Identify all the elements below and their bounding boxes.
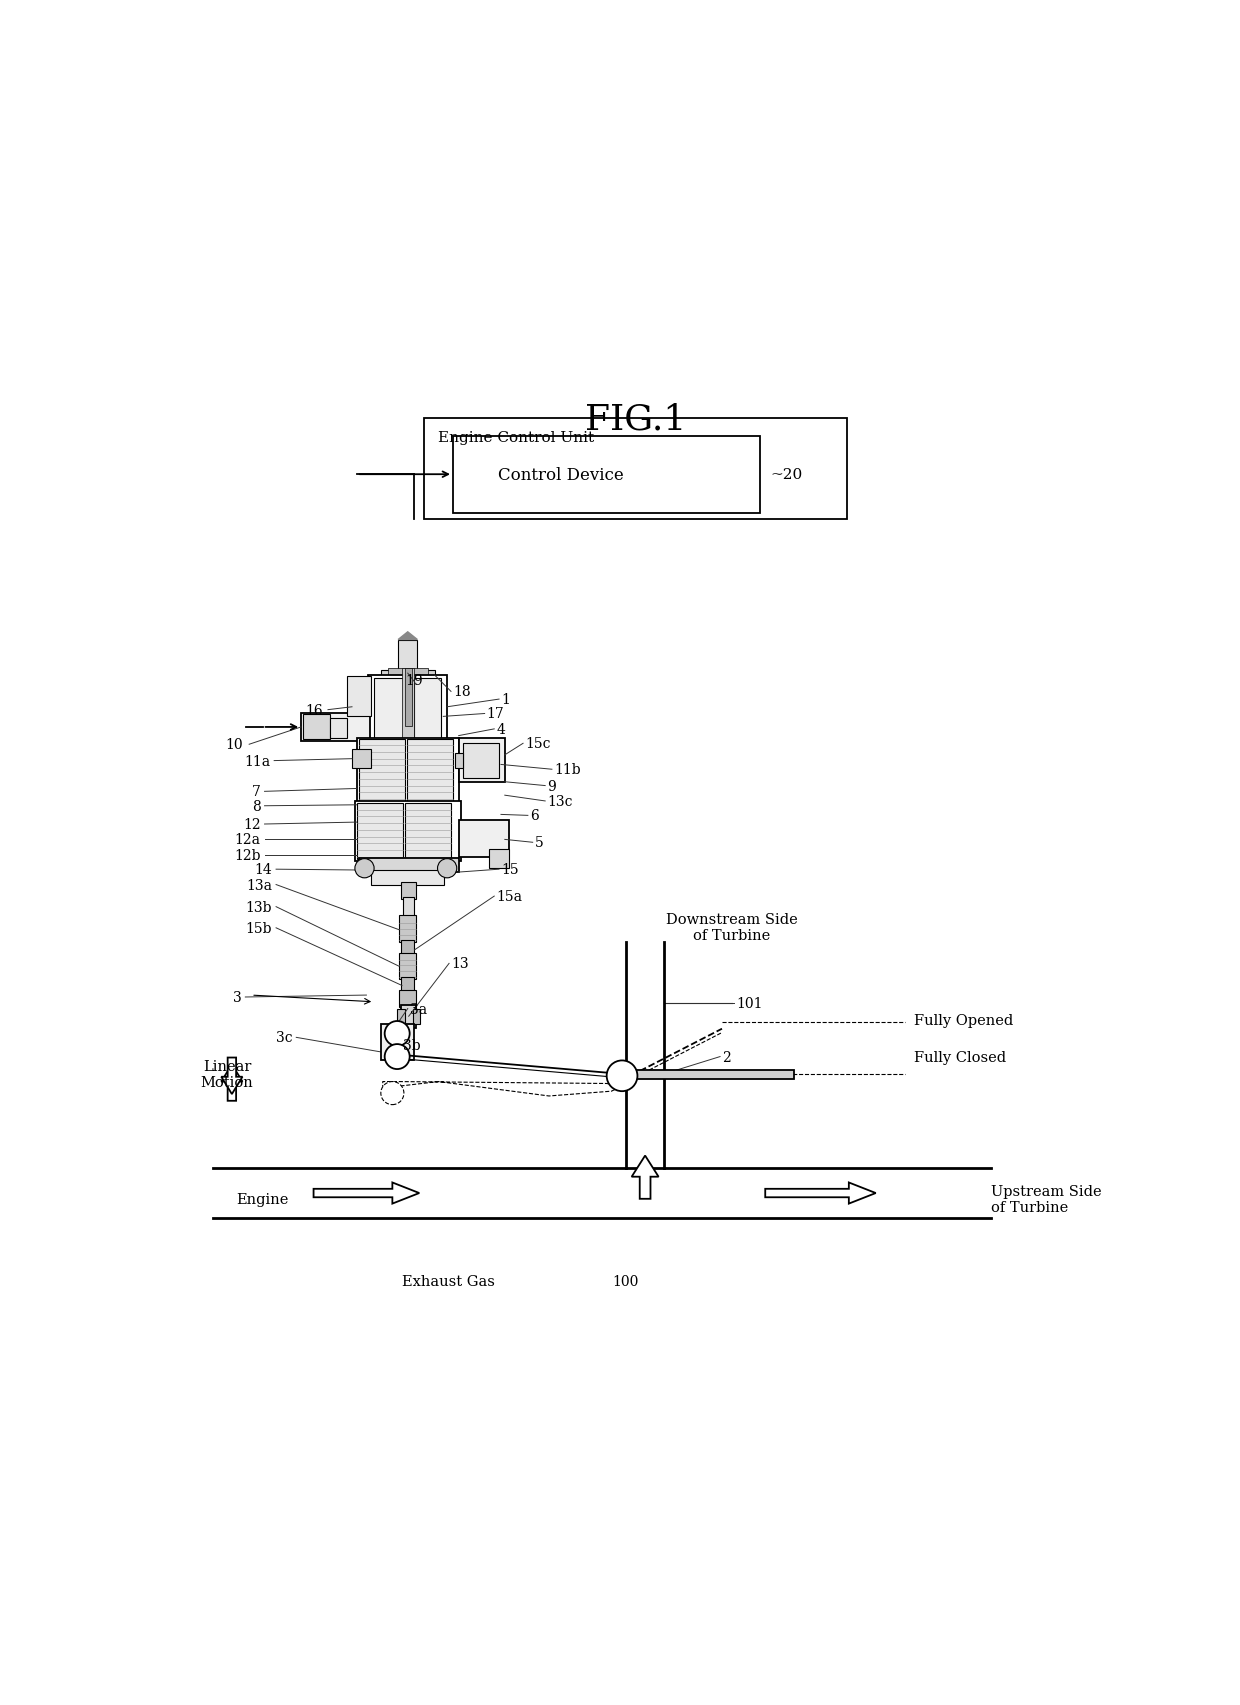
Bar	[402, 668, 413, 745]
Circle shape	[384, 1021, 409, 1047]
FancyArrow shape	[631, 1156, 658, 1199]
Text: 19: 19	[405, 673, 423, 687]
Bar	[401, 881, 417, 900]
Bar	[399, 991, 417, 1008]
Bar	[368, 675, 448, 742]
Bar	[381, 1025, 414, 1061]
Text: 13c: 13c	[547, 795, 573, 808]
Text: 15c: 15c	[525, 737, 551, 750]
Text: 12: 12	[243, 817, 260, 832]
Text: 12a: 12a	[234, 834, 260, 847]
Bar	[424, 419, 847, 520]
Circle shape	[384, 1045, 409, 1069]
Bar	[413, 1009, 420, 1025]
Text: 3b: 3b	[403, 1038, 420, 1052]
Text: Engine: Engine	[237, 1192, 289, 1205]
Text: Upstream Side
of Turbine: Upstream Side of Turbine	[991, 1183, 1101, 1214]
Polygon shape	[398, 633, 418, 639]
Text: Fully Opened: Fully Opened	[914, 1013, 1013, 1028]
Text: 12b: 12b	[234, 849, 260, 863]
Bar	[401, 977, 414, 992]
Bar	[407, 740, 453, 801]
Text: 11b: 11b	[554, 762, 580, 777]
Text: 15: 15	[501, 863, 518, 876]
Bar	[397, 1009, 404, 1025]
FancyArrow shape	[314, 1183, 419, 1204]
Bar	[357, 803, 403, 859]
Text: 5: 5	[534, 835, 543, 849]
Text: 11a: 11a	[244, 754, 270, 769]
Text: Downstream Side
of Turbine: Downstream Side of Turbine	[666, 912, 797, 943]
Bar	[381, 670, 435, 680]
Bar	[355, 801, 460, 861]
Bar	[374, 679, 413, 738]
Text: 100: 100	[613, 1275, 639, 1289]
Circle shape	[381, 1083, 404, 1105]
Bar	[398, 639, 418, 673]
Text: Linear
Motion: Linear Motion	[201, 1059, 253, 1089]
Text: 101: 101	[737, 996, 763, 1009]
Text: 2: 2	[722, 1050, 730, 1064]
Text: 8: 8	[252, 800, 260, 813]
Bar	[455, 754, 463, 769]
Text: Control Device: Control Device	[497, 467, 624, 484]
Text: 4: 4	[496, 723, 505, 737]
Text: 16: 16	[305, 702, 324, 718]
Bar	[399, 953, 417, 979]
Text: 15a: 15a	[496, 890, 522, 904]
Text: 13: 13	[451, 957, 469, 970]
Text: 7: 7	[252, 784, 260, 800]
Bar	[459, 738, 505, 783]
Text: 18: 18	[453, 685, 470, 699]
Text: 3: 3	[233, 991, 242, 1004]
Text: 14: 14	[254, 863, 273, 876]
Text: 15b: 15b	[246, 921, 273, 936]
Circle shape	[606, 1061, 637, 1091]
Text: 17: 17	[486, 708, 505, 721]
Text: Exhaust Gas: Exhaust Gas	[402, 1275, 495, 1289]
Bar	[401, 941, 414, 955]
Text: Fully Closed: Fully Closed	[914, 1050, 1007, 1064]
Text: ~20: ~20	[770, 467, 802, 483]
Text: 9: 9	[547, 779, 556, 793]
Text: 1: 1	[501, 692, 510, 706]
Bar	[453, 436, 760, 513]
Text: 3a: 3a	[409, 1003, 427, 1016]
Bar	[490, 849, 508, 870]
Bar	[301, 713, 371, 742]
Text: 10: 10	[226, 738, 243, 752]
Bar	[463, 743, 498, 779]
Text: Engine Control Unit: Engine Control Unit	[439, 431, 595, 445]
Bar	[621, 1071, 794, 1079]
Bar	[358, 858, 459, 873]
Bar	[371, 871, 444, 885]
FancyArrow shape	[221, 1064, 243, 1101]
Bar	[303, 714, 330, 740]
Bar	[404, 803, 451, 859]
Bar	[401, 1004, 417, 1028]
Bar	[347, 677, 371, 718]
Text: 3c: 3c	[275, 1032, 293, 1045]
Bar	[403, 897, 414, 919]
FancyArrow shape	[765, 1183, 875, 1204]
Bar	[357, 738, 459, 803]
Text: FIG.1: FIG.1	[585, 402, 686, 436]
Bar	[358, 740, 404, 801]
Bar	[399, 916, 417, 943]
Bar	[330, 720, 347, 738]
Text: 13b: 13b	[246, 900, 273, 914]
Bar	[388, 668, 428, 675]
Bar	[414, 679, 441, 738]
Circle shape	[355, 859, 374, 878]
Text: 13a: 13a	[247, 878, 273, 892]
Bar	[352, 750, 371, 769]
FancyArrow shape	[221, 1057, 243, 1095]
Bar	[404, 668, 412, 726]
Text: 6: 6	[529, 808, 538, 824]
Bar	[459, 820, 508, 858]
Circle shape	[438, 859, 456, 878]
